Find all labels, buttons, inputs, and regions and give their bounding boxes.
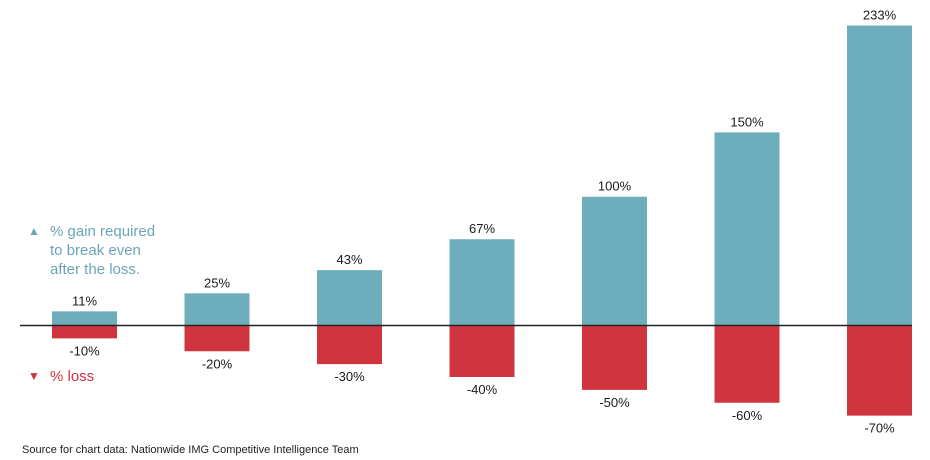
triangle-down-icon: ▼ (28, 369, 40, 383)
loss-label-7: -70% (864, 421, 895, 436)
loss-label-5: -50% (599, 395, 630, 410)
bars-group (52, 25, 912, 416)
legend-gain-line-2: to break even (50, 242, 141, 259)
gain-bar-2 (184, 293, 250, 326)
gain-label-4: 67% (469, 221, 495, 236)
gain-label-6: 150% (730, 114, 764, 129)
loss-bar-1 (52, 325, 117, 339)
loss-bar-6 (714, 325, 780, 403)
gain-label-3: 43% (336, 252, 362, 267)
loss-bar-4 (449, 325, 515, 378)
loss-label-3: -30% (334, 369, 365, 384)
gain-label-1: 11% (72, 293, 97, 308)
legend-gain-line-3: after the loss. (50, 261, 141, 278)
gain-bar-1 (52, 311, 117, 326)
legend-gain-line-1: % gain required (50, 223, 156, 240)
gain-bar-3 (317, 270, 382, 326)
loss-label-1: -10% (69, 343, 100, 358)
legend-loss: ▼ % loss (28, 367, 94, 386)
triangle-up-icon: ▲ (28, 224, 40, 238)
loss-bar-3 (317, 325, 382, 365)
gain-bar-5 (582, 196, 647, 326)
loss-label-4: -40% (467, 382, 498, 397)
gain-label-7: 233% (863, 8, 897, 23)
loss-label-6: -60% (732, 408, 763, 423)
gain-label-5: 100% (598, 179, 632, 194)
gain-bar-7 (847, 25, 912, 326)
gain-bar-4 (449, 239, 515, 326)
loss-bar-2 (184, 325, 250, 352)
labels-group: 11% -10% 25% -20% 43% -30% 67% -40% 100% -50% 150%… (69, 8, 896, 436)
loss-bar-5 (582, 325, 647, 390)
gain-label-2: 25% (204, 275, 230, 290)
source-note: Source for chart data: Nationwide IMG Co… (22, 444, 359, 456)
loss-bar-7 (847, 325, 912, 416)
legend-gain: ▲ % gain required to break even after th… (28, 222, 155, 279)
legend-loss-label: % loss (50, 368, 95, 385)
loss-label-2: -20% (202, 356, 233, 371)
gain-bar-6 (714, 132, 780, 326)
